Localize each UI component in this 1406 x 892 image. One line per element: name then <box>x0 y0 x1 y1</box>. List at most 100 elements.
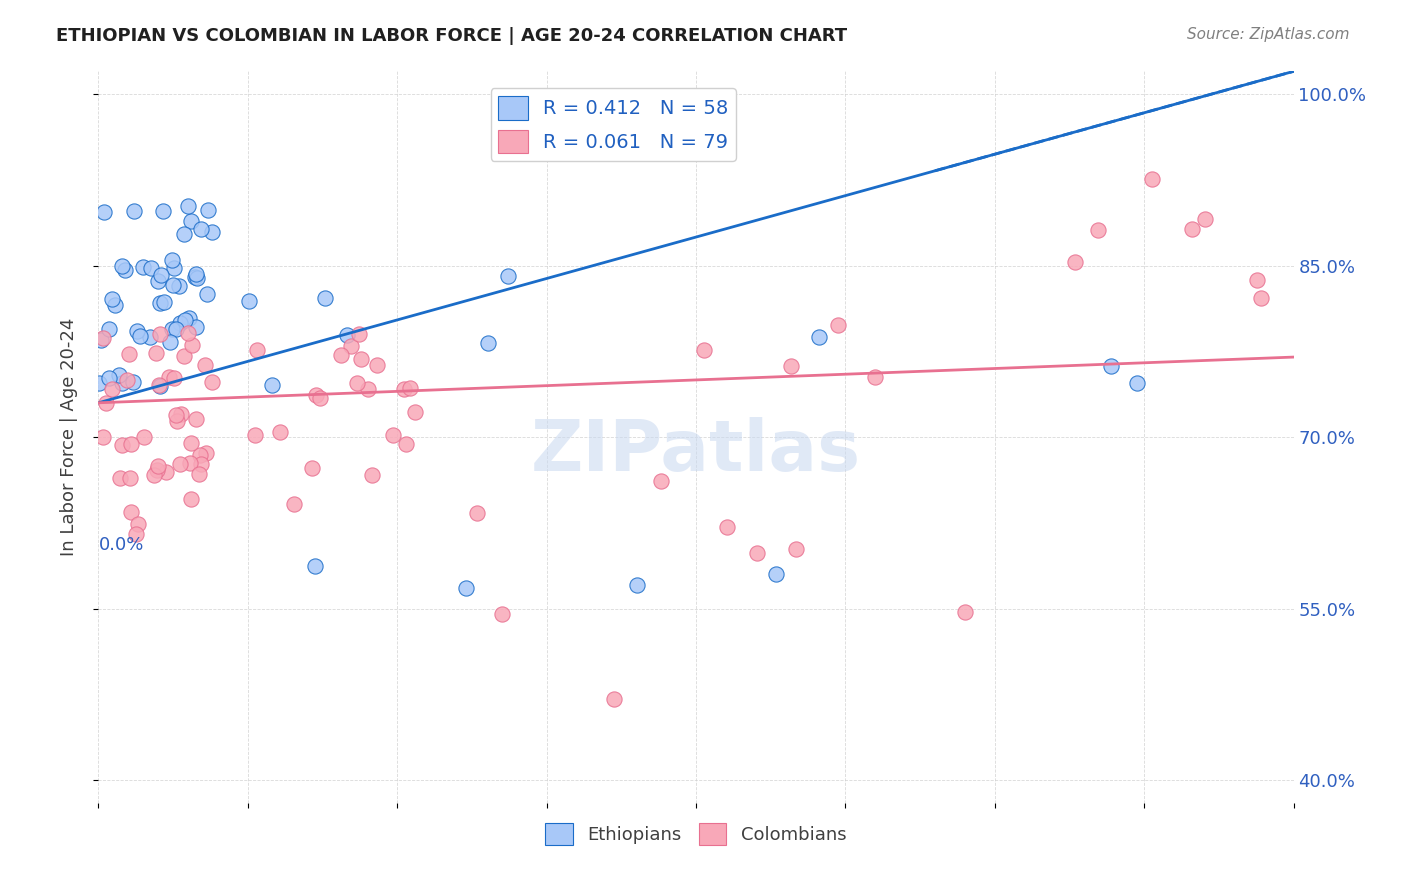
Point <box>141 261 163 276</box>
Point <box>765 566 787 581</box>
Point <box>98 321 121 335</box>
Point <box>160 253 183 268</box>
Point <box>96 396 118 410</box>
Point <box>165 408 187 422</box>
Point <box>170 408 193 422</box>
Point <box>245 427 267 442</box>
Point <box>336 328 359 343</box>
Y-axis label: In Labor Force | Age 20-24: In Labor Force | Age 20-24 <box>59 318 77 557</box>
Point <box>166 414 188 428</box>
Point <box>349 326 371 341</box>
Point <box>953 605 976 619</box>
Point <box>173 349 195 363</box>
Point <box>626 578 648 592</box>
Point <box>104 298 127 312</box>
Point <box>163 261 186 276</box>
Point <box>169 457 191 471</box>
Point <box>149 327 172 342</box>
Point <box>163 370 186 384</box>
Point <box>148 378 170 392</box>
Point <box>118 471 141 485</box>
Point <box>357 382 380 396</box>
Point <box>114 263 136 277</box>
Point <box>122 376 145 390</box>
Point <box>650 474 672 488</box>
Point <box>101 292 124 306</box>
Point <box>93 204 115 219</box>
Point <box>693 343 716 358</box>
Point <box>395 437 418 451</box>
Point <box>350 352 373 367</box>
Point <box>779 359 801 373</box>
Point <box>1099 359 1122 373</box>
Point <box>180 492 202 507</box>
Point <box>808 330 831 344</box>
Point <box>1250 291 1272 305</box>
Point <box>186 270 208 285</box>
Point <box>197 203 219 218</box>
Point <box>827 318 849 332</box>
Point <box>194 446 217 460</box>
Text: ZIPatlas: ZIPatlas <box>531 417 860 486</box>
Point <box>1064 254 1087 268</box>
Point <box>101 382 124 396</box>
Point <box>201 375 224 389</box>
Point <box>127 517 149 532</box>
Point <box>269 425 291 439</box>
Point <box>146 463 169 477</box>
Point <box>498 269 520 284</box>
Point <box>111 260 134 274</box>
Point <box>90 333 112 347</box>
Point <box>1125 376 1147 391</box>
Point <box>177 199 200 213</box>
Point <box>201 225 224 239</box>
Point <box>146 274 169 288</box>
Point <box>184 319 207 334</box>
Point <box>195 286 218 301</box>
Point <box>1194 212 1216 227</box>
Point <box>491 607 513 622</box>
Point <box>179 456 201 470</box>
Point <box>149 296 172 310</box>
Point <box>308 391 330 405</box>
Point <box>477 336 499 351</box>
Point <box>865 370 887 384</box>
Point <box>145 346 167 360</box>
Point <box>179 310 201 325</box>
Point <box>180 214 202 228</box>
Point <box>153 295 176 310</box>
Point <box>165 322 187 336</box>
Point <box>120 505 142 519</box>
Point <box>188 448 211 462</box>
Point <box>392 383 415 397</box>
Point <box>177 326 200 340</box>
Point <box>169 316 191 330</box>
Point <box>382 428 405 442</box>
Point <box>162 322 184 336</box>
Point <box>283 497 305 511</box>
Point <box>181 338 204 352</box>
Point <box>162 278 184 293</box>
Point <box>159 334 181 349</box>
Point <box>132 430 155 444</box>
Text: ETHIOPIAN VS COLOMBIAN IN LABOR FORCE | AGE 20-24 CORRELATION CHART: ETHIOPIAN VS COLOMBIAN IN LABOR FORCE | … <box>56 27 848 45</box>
Point <box>1087 223 1109 237</box>
Point <box>1246 273 1268 287</box>
Point <box>149 379 172 393</box>
Point <box>173 227 195 242</box>
Point <box>125 324 148 338</box>
Point <box>111 376 134 391</box>
Point <box>124 204 146 219</box>
Point <box>603 691 626 706</box>
Point <box>142 467 165 482</box>
Point <box>366 358 388 372</box>
Point <box>120 437 142 451</box>
Point <box>139 330 162 344</box>
Point <box>149 268 172 282</box>
Point <box>173 313 195 327</box>
Point <box>329 348 352 362</box>
Point <box>340 339 363 353</box>
Point <box>1142 172 1164 186</box>
Legend: Ethiopians, Colombians: Ethiopians, Colombians <box>538 816 853 852</box>
Point <box>454 581 477 595</box>
